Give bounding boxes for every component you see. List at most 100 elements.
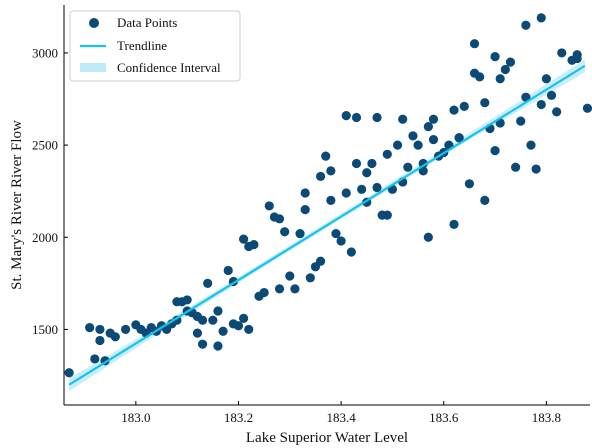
data-point bbox=[110, 332, 120, 342]
data-point bbox=[382, 210, 392, 220]
legend-frame bbox=[69, 10, 241, 82]
data-point bbox=[218, 326, 228, 336]
data-point bbox=[521, 20, 531, 30]
data-point bbox=[418, 166, 428, 176]
data-point bbox=[172, 297, 182, 307]
data-point bbox=[382, 149, 392, 159]
data-point bbox=[546, 90, 557, 100]
data-point bbox=[505, 57, 516, 67]
data-point bbox=[408, 131, 418, 141]
data-point bbox=[274, 284, 285, 294]
data-point bbox=[495, 74, 505, 84]
data-point bbox=[300, 205, 310, 215]
x-tick-label: 183.4 bbox=[326, 410, 356, 425]
data-point bbox=[582, 103, 592, 113]
data-point bbox=[510, 162, 521, 172]
data-point bbox=[536, 13, 546, 23]
data-point bbox=[264, 201, 274, 211]
x-tick-label: 183.6 bbox=[429, 410, 459, 425]
data-point bbox=[367, 158, 377, 169]
data-point bbox=[290, 284, 300, 294]
data-point bbox=[398, 114, 408, 124]
legend-ci-swatch bbox=[80, 63, 106, 72]
data-point bbox=[120, 324, 131, 335]
legend-label-confidence-interval: Confidence Interval bbox=[117, 60, 221, 75]
data-point bbox=[341, 188, 351, 198]
data-point bbox=[428, 134, 439, 145]
data-point bbox=[315, 256, 326, 266]
x-axis-label: Lake Superior Water Level bbox=[246, 430, 408, 446]
data-point bbox=[315, 171, 326, 182]
trendline-layer bbox=[68, 64, 586, 386]
data-point bbox=[480, 195, 490, 205]
data-point bbox=[239, 234, 249, 244]
data-point bbox=[557, 48, 567, 58]
data-point bbox=[280, 227, 290, 237]
data-point bbox=[331, 228, 341, 239]
data-point bbox=[454, 133, 464, 143]
data-point bbox=[213, 306, 223, 316]
data-point bbox=[552, 107, 562, 117]
data-point bbox=[305, 273, 315, 283]
data-point bbox=[341, 110, 351, 121]
data-point bbox=[351, 112, 362, 123]
data-point bbox=[208, 315, 218, 325]
data-point bbox=[372, 112, 382, 123]
data-point bbox=[536, 99, 546, 110]
x-tick-label: 183.0 bbox=[121, 410, 150, 425]
data-point bbox=[459, 101, 469, 111]
data-point bbox=[423, 232, 433, 242]
data-point bbox=[362, 168, 372, 178]
data-point bbox=[423, 122, 433, 132]
y-tick-label: 2000 bbox=[32, 230, 58, 245]
data-point bbox=[475, 72, 485, 82]
data-point bbox=[85, 322, 95, 333]
data-point bbox=[192, 311, 203, 322]
data-point bbox=[480, 98, 490, 108]
data-point bbox=[239, 313, 249, 323]
data-point bbox=[521, 92, 531, 102]
data-point bbox=[516, 116, 526, 126]
data-point bbox=[244, 324, 254, 335]
legend-label-data-points: Data Points bbox=[117, 15, 177, 30]
data-point bbox=[531, 164, 541, 174]
data-point bbox=[197, 339, 208, 349]
data-point bbox=[95, 324, 105, 335]
data-point bbox=[541, 74, 551, 84]
data-point bbox=[326, 195, 336, 205]
data-point bbox=[449, 105, 459, 115]
data-point bbox=[295, 228, 305, 239]
data-point bbox=[182, 295, 192, 305]
data-point bbox=[413, 140, 423, 150]
data-point bbox=[213, 341, 223, 351]
data-point bbox=[490, 52, 500, 62]
y-tick-label: 2500 bbox=[32, 138, 58, 153]
data-point bbox=[418, 158, 428, 169]
legend-points-marker bbox=[89, 18, 99, 28]
data-point bbox=[233, 321, 244, 331]
ticks: 183.0 183.2 183.4 183.6 183.8 1500 2000 2500 300… bbox=[32, 45, 561, 425]
data-point bbox=[428, 114, 439, 124]
data-point bbox=[285, 271, 295, 281]
axes bbox=[63, 5, 590, 406]
data-point bbox=[403, 162, 413, 172]
data-point bbox=[326, 166, 336, 176]
data-point bbox=[64, 368, 74, 378]
trendline bbox=[68, 64, 586, 386]
data-point bbox=[223, 265, 233, 276]
data-point bbox=[300, 188, 310, 198]
data-point bbox=[449, 219, 459, 229]
data-point bbox=[500, 64, 510, 75]
data-point bbox=[203, 278, 213, 288]
data-point bbox=[372, 182, 382, 193]
data-point bbox=[351, 158, 362, 169]
data-point bbox=[464, 179, 475, 189]
legend-label-trendline: Trendline bbox=[117, 38, 167, 53]
y-axis-label: St. Mary's River River Flow bbox=[9, 120, 25, 290]
data-point bbox=[321, 151, 331, 161]
data-point bbox=[274, 214, 285, 224]
data-point bbox=[192, 328, 203, 338]
data-point bbox=[136, 324, 146, 335]
data-point bbox=[469, 39, 480, 49]
